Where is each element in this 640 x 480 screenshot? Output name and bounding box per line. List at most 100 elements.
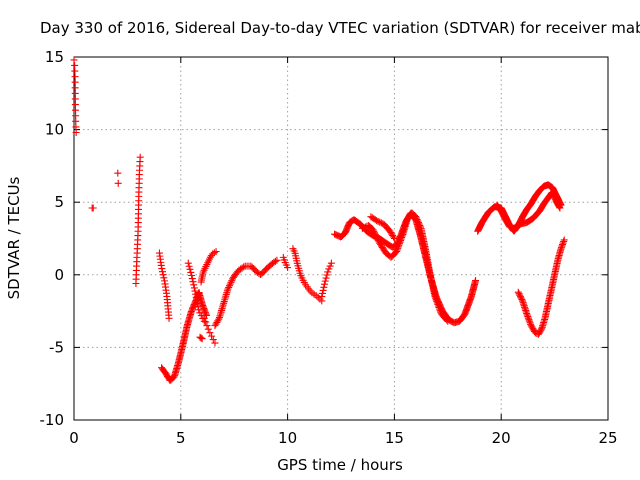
data-point [432,296,440,304]
data-point [323,271,331,279]
data-point [194,303,202,311]
data-point [397,237,405,245]
data-point [433,299,441,307]
data-point [165,314,173,322]
data-point [416,222,424,230]
data-point [192,290,200,298]
data-point [240,263,248,271]
data-point [557,244,565,252]
data-point [214,317,222,325]
data-point [559,241,567,249]
data-point [190,281,198,289]
data-point [158,265,166,273]
data-point [523,311,531,319]
data-point [395,241,403,249]
data-point [373,233,381,241]
data-point [436,305,444,313]
data-point [160,274,168,282]
data-point [327,259,335,267]
data-point [389,232,397,240]
data-point [212,248,220,256]
data-point [370,227,378,235]
data-point [190,284,198,292]
data-point [200,314,208,322]
y-tick-label: 10 [45,121,64,139]
data-point [191,287,199,295]
data-point [559,239,567,247]
data-point [524,314,532,322]
data-point [225,282,233,290]
x-axis-label: GPS time / hours [277,456,403,474]
data-point [197,334,205,342]
data-point [432,294,440,302]
data-point [415,220,423,228]
data-point [203,322,211,330]
data-point [434,302,442,310]
data-point [226,280,234,288]
data-point [192,293,200,301]
x-tick-label: 15 [385,429,404,447]
data-point [374,217,382,225]
data-point [204,325,212,333]
x-tick-label: 10 [278,429,297,447]
data-point [136,153,144,161]
data-point [198,335,206,343]
data-point [326,262,334,270]
data-point [538,325,546,333]
data-point [435,304,443,312]
data-point [372,232,380,240]
data-point [556,204,564,212]
data-point [393,247,401,255]
data-point [206,329,214,337]
data-point [397,235,405,243]
data-point [390,235,398,242]
data-point [224,285,232,293]
x-tick-label: 20 [492,429,511,447]
y-axis-label: SDTVAR / TECUs [5,176,23,299]
data-point [209,336,217,344]
data-point [193,296,201,304]
data-point [321,280,329,288]
data-point [525,316,533,324]
data-point [225,283,233,291]
x-tick-label: 5 [176,429,186,447]
data-point [412,214,420,222]
data-point [184,259,192,267]
data-point [390,233,398,241]
data-point [318,293,326,301]
data-point [414,217,422,225]
data-point [318,289,326,297]
data-point [374,236,382,244]
data-point [388,230,396,238]
data-point [436,307,444,315]
y-tick-label: -5 [49,338,64,356]
data-point [373,217,381,225]
data-point [472,277,480,285]
chart-title: Day 330 of 2016, Sidereal Day-to-day VTE… [40,19,640,37]
data-point [72,129,80,137]
data-point [187,268,195,276]
data-point [417,223,425,231]
data-point [377,219,385,227]
data-point [373,235,381,243]
data-point [114,179,122,187]
data-point [360,224,368,232]
data-point [516,291,524,299]
data-point [210,249,218,257]
y-tick-label: 0 [54,266,64,284]
data-point [395,240,403,248]
data-point [555,203,563,211]
data-point [515,290,523,298]
data-point [517,294,525,302]
data-point [398,234,406,241]
data-point [413,216,421,224]
data-point [431,293,439,301]
data-point [358,224,366,232]
data-point [208,332,216,340]
data-point [273,256,281,264]
plot-frame [73,56,609,421]
data-point [537,326,545,334]
tick-labels: 0 5 10 15 20 25 -10 -5 0 5 10 15 [40,48,618,447]
data-point [211,339,219,347]
